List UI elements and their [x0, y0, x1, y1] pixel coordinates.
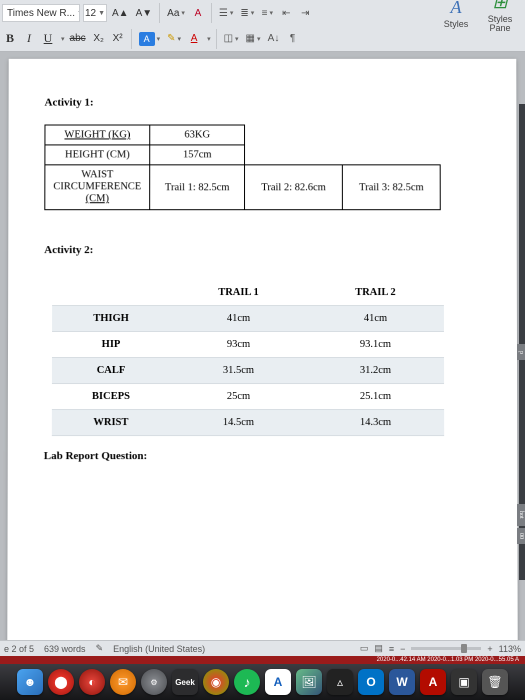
document-area: Activity 1: WEIGHT (KG) 63KG HEIGHT (CM)…: [0, 52, 525, 640]
change-case-button[interactable]: Aa▾: [165, 4, 187, 22]
superscript-button[interactable]: X²: [110, 30, 126, 48]
font-name-value: Times New R...: [7, 8, 75, 19]
screenshot-strip: 2020-0...42.14 AM 2020-0...1.03 PM 2020-…: [0, 656, 525, 664]
font-size-value: 12: [85, 8, 96, 19]
dock-word-icon[interactable]: W: [389, 669, 415, 695]
view-print-icon[interactable]: ▤: [374, 643, 383, 654]
table-row: HEIGHT (CM) 157cm: [45, 145, 440, 165]
grow-font-button[interactable]: A▲: [110, 4, 131, 22]
word-count[interactable]: 639 words: [44, 644, 86, 654]
weight-value: 63KG: [150, 125, 245, 145]
strike-button[interactable]: abc: [68, 30, 88, 48]
highlight-button[interactable]: ✎▾: [165, 30, 183, 48]
language-status[interactable]: English (United States): [113, 644, 205, 654]
bold-button[interactable]: B: [2, 30, 18, 48]
dock-spotify-icon[interactable]: ♪: [234, 669, 260, 695]
dock-photos-icon[interactable]: 🖼: [296, 669, 322, 695]
pilcrow-button[interactable]: ¶: [285, 30, 301, 48]
word-window: Times New R...▼ 12▼ A▲ A▼ Aa▾ A ☰▾ ≣▾ ≡▾…: [0, 0, 525, 700]
spellcheck-icon[interactable]: ✎: [96, 643, 104, 654]
font-name-select[interactable]: Times New R...▼: [2, 4, 80, 22]
dock-app-icon[interactable]: ◉: [203, 669, 229, 695]
numbering-button[interactable]: ≣▾: [238, 4, 256, 22]
table-row: HIP93cm93.1cm: [52, 332, 444, 358]
dock-finder-icon[interactable]: ☻: [17, 669, 43, 695]
table-row: BICEPS25cm25.1cm: [52, 384, 444, 410]
mac-dock: ☻ ⬤ ◐ ✉ ⚙ Geek ◉ ♪ A 🖼 ▵ O W A ▣ 🗑: [0, 664, 525, 700]
side-tab-p: p: [517, 344, 525, 360]
dock-geek-icon[interactable]: Geek: [172, 669, 198, 695]
activity1-table: WEIGHT (KG) 63KG HEIGHT (CM) 157cm WAIST…: [44, 125, 441, 211]
side-tab-hot: hot: [517, 504, 525, 526]
font-size-select[interactable]: 12▼: [83, 4, 107, 22]
table-row: WEIGHT (KG) 63KG: [45, 125, 440, 145]
italic-button[interactable]: I: [21, 30, 37, 48]
view-web-icon[interactable]: ≡: [389, 644, 394, 654]
zoom-out-button[interactable]: −: [400, 644, 405, 654]
table-row: WAIST CIRCUMFERENCE (CM) Trail 1: 82.5cm…: [45, 165, 441, 210]
table-row: TRAIL 1 TRAIL 2: [52, 280, 444, 305]
indent-right-button[interactable]: ⇥: [297, 4, 313, 22]
shrink-font-button[interactable]: A▼: [134, 4, 155, 22]
activity2-title: Activity 2:: [44, 244, 481, 256]
styles-gallery[interactable]: A Styles: [437, 0, 475, 29]
dock-app-icon[interactable]: A: [265, 669, 291, 695]
table-row: CALF31.5cm31.2cm: [52, 358, 444, 384]
sort-button[interactable]: A↓: [266, 30, 282, 48]
dock-settings-icon[interactable]: ⚙: [141, 669, 167, 695]
weight-label: WEIGHT (KG): [45, 125, 150, 145]
trail1-value: Trail 1: 82.5cm: [150, 165, 245, 210]
font-color-button[interactable]: A: [186, 30, 202, 48]
trail2-value: Trail 2: 82.6cm: [245, 165, 343, 210]
table-row: WRIST14.5cm14.3cm: [52, 410, 444, 436]
status-bar: e 2 of 5 639 words ✎ English (United Sta…: [0, 640, 525, 656]
borders-button[interactable]: ▦▾: [244, 30, 263, 48]
activity1-title: Activity 1:: [45, 97, 481, 109]
page-count[interactable]: e 2 of 5: [4, 644, 34, 654]
height-label: HEIGHT (CM): [45, 145, 150, 165]
zoom-in-button[interactable]: +: [487, 644, 492, 654]
zoom-slider[interactable]: [411, 647, 481, 650]
text-effects-button[interactable]: A▾: [137, 30, 163, 48]
page[interactable]: Activity 1: WEIGHT (KG) 63KG HEIGHT (CM)…: [7, 59, 517, 640]
trail3-value: Trail 3: 82.5cm: [342, 165, 440, 210]
dock-monitor-icon[interactable]: ▵: [327, 669, 353, 695]
view-read-icon[interactable]: ▭: [360, 643, 369, 654]
dock-trash-icon[interactable]: 🗑: [482, 669, 508, 695]
multilevel-button[interactable]: ≡▾: [259, 4, 275, 22]
dock-acrobat-icon[interactable]: A: [420, 669, 446, 695]
subscript-button[interactable]: X₂: [91, 30, 107, 48]
height-value: 157cm: [150, 145, 245, 165]
indent-left-button[interactable]: ⇤: [278, 4, 294, 22]
waist-label: WAIST CIRCUMFERENCE (CM): [45, 165, 150, 210]
shading-button[interactable]: ◫▾: [222, 30, 241, 48]
underline-button[interactable]: U: [40, 30, 56, 48]
t2-head-trail1: TRAIL 1: [170, 280, 307, 305]
side-tab-oo: 00: [517, 528, 525, 544]
dock-app-icon[interactable]: ✉: [110, 669, 136, 695]
zoom-value[interactable]: 113%: [499, 644, 521, 654]
bullets-button[interactable]: ☰▾: [217, 4, 235, 22]
dock-app-icon[interactable]: ▣: [451, 669, 477, 695]
clear-format-button[interactable]: A: [190, 4, 206, 22]
activity2-table: TRAIL 1 TRAIL 2 THIGH41cm41cm HIP93cm93.…: [52, 280, 444, 436]
ribbon-toolbar: Times New R...▼ 12▼ A▲ A▼ Aa▾ A ☰▾ ≣▾ ≡▾…: [0, 0, 525, 52]
table-row: THIGH41cm41cm: [52, 306, 444, 332]
t2-head-trail2: TRAIL 2: [307, 280, 444, 305]
dock-outlook-icon[interactable]: O: [358, 669, 384, 695]
lab-report-question: Lab Report Question:: [44, 450, 481, 462]
dock-app-icon[interactable]: ◐: [79, 669, 105, 695]
dock-app-icon[interactable]: ⬤: [48, 669, 74, 695]
